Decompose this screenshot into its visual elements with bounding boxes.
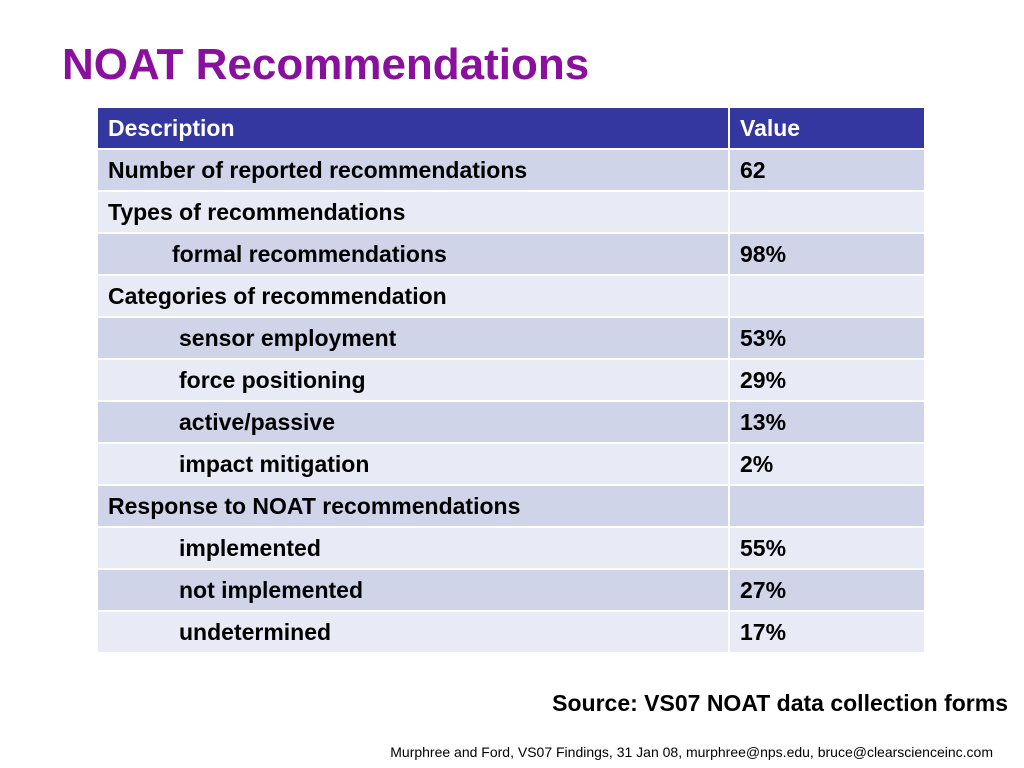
row-description: sensor employment xyxy=(98,318,730,360)
row-description: not implemented xyxy=(98,570,730,612)
row-description: formal recommendations xyxy=(98,234,730,276)
row-description-text: Types of recommendations xyxy=(108,198,406,225)
row-value: 17% xyxy=(730,612,924,654)
row-description-text: undetermined xyxy=(179,618,332,645)
row-description-text: sensor employment xyxy=(179,324,397,351)
row-value xyxy=(730,486,924,528)
table-row: Categories of recommendation xyxy=(98,276,924,318)
table-row: not implemented 27% xyxy=(98,570,924,612)
table-row: force positioning 29% xyxy=(98,360,924,402)
header-description: Description xyxy=(98,108,730,150)
table-row: Number of reported recommendations 62 xyxy=(98,150,924,192)
row-value: 98% xyxy=(730,234,924,276)
row-value: 29% xyxy=(730,360,924,402)
table-row: Response to NOAT recommendations xyxy=(98,486,924,528)
row-description: Number of reported recommendations xyxy=(98,150,730,192)
table-row: active/passive 13% xyxy=(98,402,924,444)
row-description-text: Response to NOAT recommendations xyxy=(108,492,521,519)
row-description-text: force positioning xyxy=(179,366,366,393)
row-description-text: Number of reported recommendations xyxy=(108,156,528,183)
table-row: impact mitigation 2% xyxy=(98,444,924,486)
header-value: Value xyxy=(730,108,924,150)
page-title: NOAT Recommendations xyxy=(62,40,590,89)
row-description: force positioning xyxy=(98,360,730,402)
row-description-text: formal recommendations xyxy=(172,240,447,267)
row-value: 2% xyxy=(730,444,924,486)
row-value xyxy=(730,276,924,318)
row-value: 13% xyxy=(730,402,924,444)
row-description: Categories of recommendation xyxy=(98,276,730,318)
row-value: 55% xyxy=(730,528,924,570)
row-description: undetermined xyxy=(98,612,730,654)
row-description-text: impact mitigation xyxy=(179,450,370,477)
row-value: 53% xyxy=(730,318,924,360)
table-row: undetermined 17% xyxy=(98,612,924,654)
row-description: impact mitigation xyxy=(98,444,730,486)
row-description-text: implemented xyxy=(179,534,321,561)
row-description: implemented xyxy=(98,528,730,570)
row-description-text: not implemented xyxy=(179,576,364,603)
table-header-row: Description Value xyxy=(98,108,924,150)
row-value: 27% xyxy=(730,570,924,612)
row-description: Types of recommendations xyxy=(98,192,730,234)
source-note: Source: VS07 NOAT data collection forms xyxy=(552,690,1008,716)
footer-citation: Murphree and Ford, VS07 Findings, 31 Jan… xyxy=(390,744,993,760)
row-description: active/passive xyxy=(98,402,730,444)
recommendations-table: Description Value Number of reported rec… xyxy=(98,108,924,654)
row-description-text: active/passive xyxy=(179,408,336,435)
row-description: Response to NOAT recommendations xyxy=(98,486,730,528)
row-value xyxy=(730,192,924,234)
table-row: formal recommendations 98% xyxy=(98,234,924,276)
table-row: Types of recommendations xyxy=(98,192,924,234)
row-value: 62 xyxy=(730,150,924,192)
table-row: sensor employment 53% xyxy=(98,318,924,360)
row-description-text: Categories of recommendation xyxy=(108,282,447,309)
table-row: implemented 55% xyxy=(98,528,924,570)
